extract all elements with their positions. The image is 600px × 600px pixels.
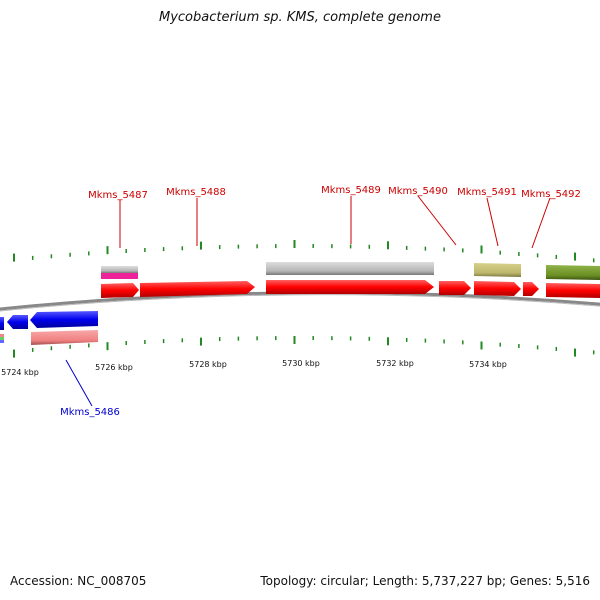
cds-arrow <box>140 281 255 297</box>
cds-arrow <box>101 283 139 298</box>
upper-feature-track <box>101 262 600 280</box>
small-colored-feature <box>0 334 4 337</box>
gene-label-leaders <box>65 195 551 407</box>
small-colored-feature <box>0 340 4 343</box>
salmon-feature <box>31 330 98 345</box>
accession-text: Accession: NC_008705 <box>10 574 147 588</box>
gene-label: Mkms_5490 <box>388 186 448 197</box>
gene-label: Mkms_5489 <box>321 185 381 196</box>
gene-label: Mkms_5491 <box>457 187 517 198</box>
kbp-label: 5734 kbp <box>469 360 507 369</box>
kbp-label: 5732 kbp <box>376 359 414 368</box>
cds-arrow <box>266 280 434 294</box>
outer-tick-marks <box>13 240 595 263</box>
cds-arrow <box>546 283 600 298</box>
forward-cds-track <box>101 280 600 298</box>
khaki-feature <box>474 263 521 277</box>
gene-labels: Mkms_5487 Mkms_5488 Mkms_5489 Mkms_5490 … <box>60 185 581 418</box>
gray-feature <box>101 266 138 273</box>
cds-arrow-reverse <box>30 311 98 328</box>
cds-arrow <box>439 281 471 295</box>
cds-arrow <box>474 281 521 296</box>
kbp-label: 5728 kbp <box>189 360 227 369</box>
cds-arrow <box>523 282 539 296</box>
kbp-label: 5724 kbp <box>1 368 39 377</box>
page-title: Mycobacterium sp. KMS, complete genome <box>159 10 441 25</box>
gene-label: Mkms_5487 <box>88 190 148 201</box>
gray-feature <box>266 262 434 275</box>
cds-arrow-reverse <box>0 317 4 330</box>
kbp-label: 5730 kbp <box>282 359 320 368</box>
gene-label: Mkms_5492 <box>521 189 581 200</box>
genome-summary-text: Topology: circular; Length: 5,737,227 bp… <box>260 574 590 588</box>
small-colored-feature <box>0 337 4 340</box>
cds-arrow-reverse <box>7 315 28 329</box>
kbp-label: 5726 kbp <box>95 363 133 372</box>
reverse-cds-track <box>0 311 98 345</box>
kbp-scale-labels: 5724 kbp 5726 kbp 5728 kbp 5730 kbp 5732… <box>1 359 507 377</box>
gene-label: Mkms_5486 <box>60 407 120 418</box>
pink-feature <box>101 273 138 279</box>
inner-tick-marks <box>13 336 595 358</box>
olive-feature <box>546 265 600 280</box>
gene-label: Mkms_5488 <box>166 187 226 198</box>
